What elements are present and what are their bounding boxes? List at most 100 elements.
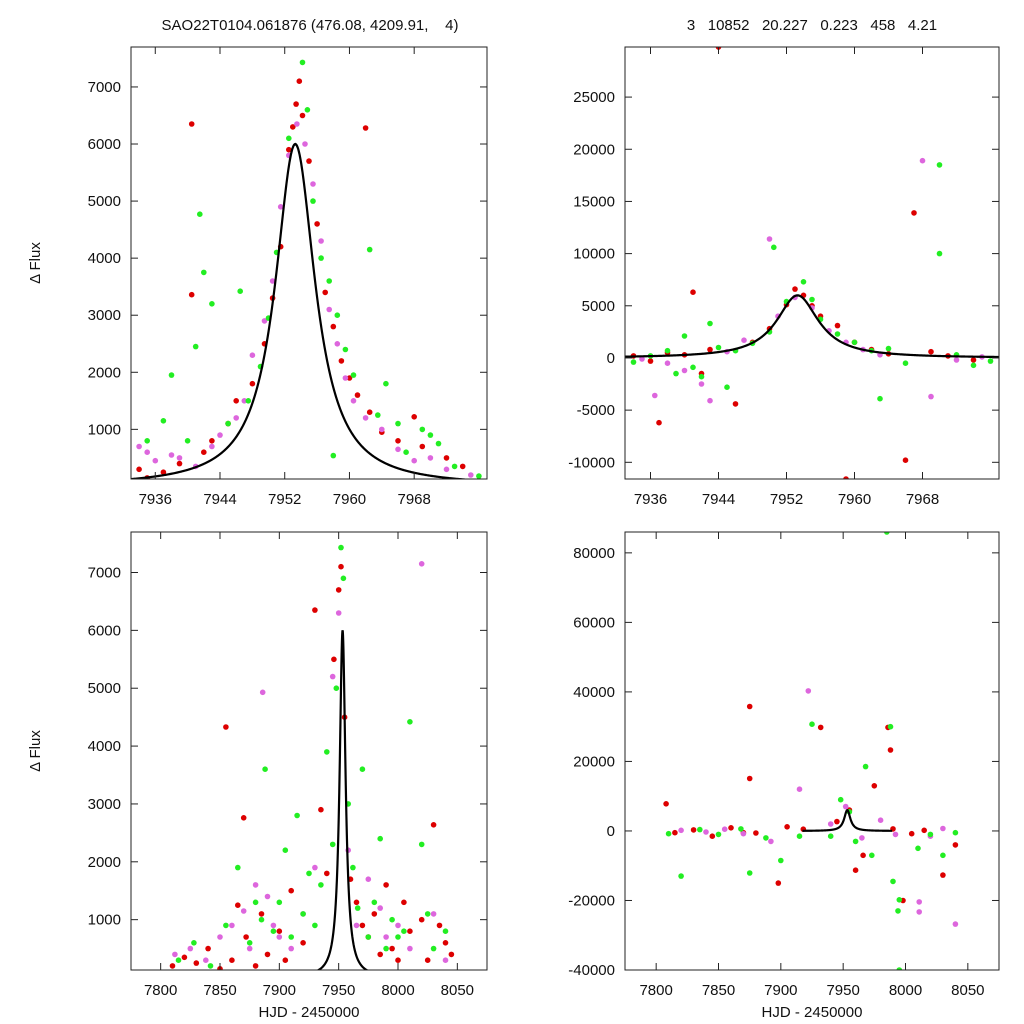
- data-point-magenta: [953, 357, 960, 363]
- data-point-green: [418, 841, 425, 848]
- data-point-red: [418, 916, 425, 923]
- scatter-points: [136, 59, 482, 479]
- data-point-green: [697, 826, 703, 833]
- data-point-magenta: [136, 443, 142, 450]
- data-point-red: [647, 358, 654, 364]
- data-point-green: [359, 766, 366, 772]
- y-tick-label: -10000: [568, 454, 615, 471]
- x-axis-label: HJD - 2450000: [762, 1004, 863, 1021]
- data-point-magenta: [240, 908, 247, 914]
- data-point-green: [192, 343, 199, 350]
- data-point-red: [243, 934, 249, 940]
- data-point-red: [834, 818, 840, 825]
- data-point-red: [293, 101, 299, 107]
- y-tick-label: 0: [607, 823, 615, 840]
- x-tick-label: 7960: [838, 491, 871, 508]
- data-point-green: [209, 301, 215, 307]
- data-point-green: [809, 721, 815, 727]
- data-point-green: [442, 928, 449, 934]
- data-point-green: [304, 107, 311, 113]
- panel-bottom-right: 7800 7850 7900 7950 8000 8050 -40000 -20000 0 200…: [568, 531, 1000, 1021]
- data-point-green: [896, 967, 903, 970]
- y-tick-label: -40000: [568, 962, 615, 979]
- data-point-green: [383, 945, 389, 952]
- data-point-red: [860, 852, 866, 859]
- data-point-green: [252, 899, 259, 906]
- data-point-red: [389, 945, 395, 952]
- data-point-green: [715, 831, 722, 838]
- data-point-magenta: [805, 688, 812, 694]
- data-point-green: [915, 845, 921, 852]
- data-point-red: [395, 957, 401, 963]
- data-point-red: [746, 775, 753, 782]
- data-point-green: [707, 320, 713, 327]
- y-tick-label: 4000: [88, 250, 121, 267]
- data-point-green: [407, 719, 413, 725]
- data-point-magenta: [468, 472, 474, 478]
- data-point-magenta: [318, 238, 324, 244]
- y-tick-label: 7000: [88, 565, 121, 582]
- y-tick-label: 5000: [582, 298, 615, 315]
- x-tick-label: 8000: [381, 982, 414, 999]
- data-point-magenta: [383, 934, 389, 940]
- data-point-green: [430, 945, 437, 952]
- data-point-red: [728, 825, 734, 831]
- data-point-red: [448, 951, 455, 958]
- data-point-green: [318, 255, 324, 261]
- data-point-magenta: [246, 945, 253, 952]
- data-point-green: [262, 766, 268, 772]
- data-point-red: [188, 121, 195, 127]
- data-point-red: [249, 380, 256, 387]
- data-point-magenta: [377, 905, 384, 911]
- data-point-green: [246, 940, 253, 946]
- x-tick-label: 7850: [702, 982, 735, 999]
- data-point-magenta: [233, 415, 239, 421]
- data-point-green: [225, 420, 231, 427]
- data-point-green: [377, 835, 384, 842]
- data-point-red: [229, 957, 235, 963]
- data-point-red: [286, 146, 292, 153]
- data-point-red: [952, 842, 959, 848]
- y-tick-label: 6000: [88, 136, 121, 153]
- y-tick-label: 1000: [88, 421, 121, 438]
- plot-frame: [130, 46, 488, 480]
- data-point-magenta: [342, 375, 349, 381]
- data-point-red: [136, 466, 142, 473]
- data-point-red: [419, 443, 426, 450]
- x-tick-label: 8000: [889, 982, 922, 999]
- model-fit-curve: [316, 630, 369, 970]
- data-point-green: [952, 829, 959, 836]
- data-point-magenta: [144, 449, 150, 456]
- data-point-green: [306, 870, 312, 877]
- data-point-red: [732, 401, 739, 407]
- data-point-green: [300, 911, 306, 917]
- data-point-magenta: [678, 827, 684, 834]
- data-point-green: [435, 440, 442, 447]
- data-point-red: [160, 469, 167, 476]
- data-point-magenta: [940, 825, 946, 832]
- data-point-green: [201, 269, 207, 276]
- data-point-green: [350, 864, 356, 871]
- data-point-green: [168, 372, 175, 378]
- x-tick-label: 7968: [906, 491, 939, 508]
- data-point-green: [354, 905, 361, 911]
- data-point-green: [890, 878, 896, 885]
- data-point-green: [403, 449, 409, 456]
- x-tick-label: 7960: [333, 491, 366, 508]
- data-point-magenta: [919, 157, 926, 164]
- data-point-magenta: [768, 838, 774, 845]
- data-point-magenta: [252, 882, 259, 888]
- data-point-magenta: [261, 318, 268, 324]
- data-point-green: [276, 899, 283, 906]
- data-point-green: [326, 278, 333, 284]
- y-tick-label: -5000: [577, 402, 615, 419]
- model-fit-curve: [802, 808, 893, 832]
- data-point-red: [436, 922, 443, 929]
- data-point-green: [175, 957, 182, 963]
- y-tick-label: 2000: [88, 364, 121, 381]
- data-point-green: [936, 250, 943, 257]
- data-point-magenta: [827, 821, 834, 827]
- y-tick-label: 5000: [88, 193, 121, 210]
- data-point-green: [763, 835, 769, 841]
